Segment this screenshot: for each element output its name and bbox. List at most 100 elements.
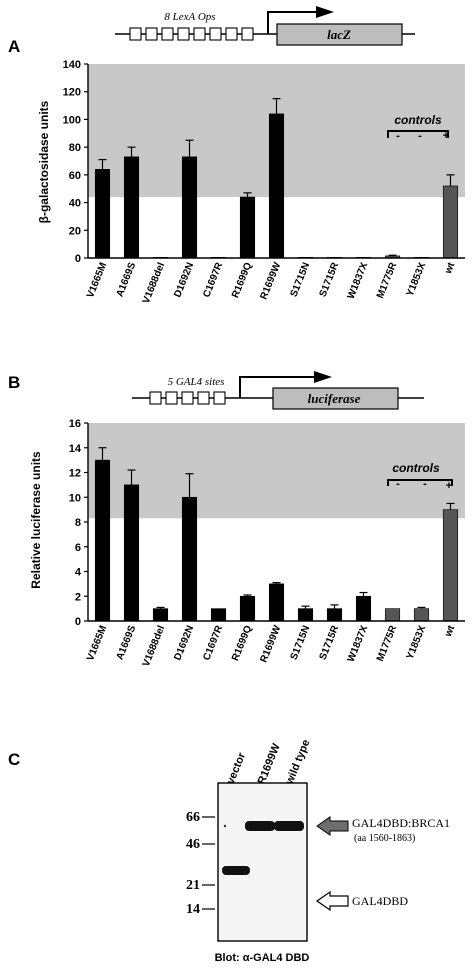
bar-b-s1715r (326, 608, 343, 622)
band-r1699w (245, 821, 275, 831)
operator-label-b: 5 GAL4 sites (168, 376, 225, 388)
bar-a-a1669s (123, 156, 140, 259)
y-axis-label-a: β-galactosidase units (37, 100, 51, 223)
x-tick-label-b-9: W1837X (346, 624, 371, 664)
construct-diagram-a: lacZ 8 LexA Ops (115, 6, 415, 46)
x-tick-label-b-11: Y1853X (405, 624, 429, 661)
bar-a-r1699q (239, 196, 256, 259)
x-tick-label-b-4: C1697R (201, 623, 225, 662)
blot-caption: Blot: α-GAL4 DBD (215, 952, 310, 964)
bar-b-a1669s (123, 484, 140, 622)
reporter-gene-box-a (276, 23, 403, 46)
x-tick-label-b-5: R1699Q (230, 624, 254, 663)
mw-marker-14: 14 (186, 902, 200, 917)
lexa-operator-box-4 (177, 27, 190, 41)
y-tick-label-a-0: 0 (75, 253, 81, 265)
lexa-operator-box-7 (225, 27, 238, 41)
band-label-fusion: GAL4DBD:BRCA1 (352, 816, 450, 830)
controls-annotation-b: controls - - + (387, 461, 453, 492)
x-tick-label-a-9: W1837X (346, 261, 371, 301)
controls-label-a: controls (394, 113, 442, 127)
panel-letter-a: A (8, 37, 20, 56)
x-tick-label-a-2: V1688del (141, 261, 168, 306)
bar-b-c1697r (210, 608, 227, 622)
promoter-arrow-a (267, 11, 318, 34)
control-sign-b-3: + (446, 480, 452, 492)
lexa-operator-box-3 (161, 27, 174, 41)
x-tick-label-b-10: M1775R (375, 623, 400, 663)
x-tick-label-b-2: V1688del (141, 624, 168, 669)
y-tick-label-a-2: 40 (69, 198, 81, 210)
bar-b-wt (442, 509, 459, 622)
y-tick-label-a-1: 20 (69, 225, 81, 237)
y-tick-label-a-7: 140 (63, 59, 81, 71)
y-tick-label-b-2: 4 (75, 567, 82, 579)
bar-b-y1853x (413, 608, 430, 622)
lexa-operator-box-8 (241, 27, 254, 41)
x-tick-label-a-5: R1699Q (230, 261, 254, 300)
x-tick-label-b-3: D1692N (172, 624, 196, 662)
bar-b-w1837x (355, 595, 372, 622)
arrow-fusion-band (316, 816, 349, 836)
x-tick-label-a-8: S1715R (318, 260, 342, 298)
y-tick-label-b-4: 8 (75, 517, 81, 529)
lexa-operator-box-6 (209, 27, 222, 41)
band-gal4dbd (222, 866, 250, 875)
x-tick-label-b-7: S1715N (289, 624, 313, 662)
x-tick-label-a-12: wt (443, 260, 458, 276)
y-tick-label-b-0: 0 (75, 616, 81, 628)
bar-b-m1775r (384, 608, 401, 622)
controls-label-b: controls (392, 461, 440, 475)
blot-membrane (217, 782, 308, 942)
control-sign-b-1: - (396, 478, 400, 490)
bar-chart-a: 0 20 40 60 80 100 120 140 V1665M A1669S V1688del D1… (63, 59, 465, 305)
reporter-gene-label-a: lacZ (327, 27, 351, 42)
mw-marker-21: 21 (186, 878, 200, 893)
control-sign-a-3: + (443, 130, 449, 142)
y-tick-label-b-1: 2 (75, 591, 81, 603)
bar-b-v1688del (152, 608, 169, 622)
panel-letter-b: B (8, 373, 20, 392)
x-tick-label-b-6: R1699W (259, 623, 284, 664)
gal4-site-box-1 (149, 391, 162, 405)
y-tick-label-a-3: 60 (69, 170, 81, 182)
lane-label-wild-type: wild type (283, 738, 312, 787)
x-tick-label-a-3: D1692N (172, 261, 196, 299)
promoter-arrow-b (239, 376, 316, 398)
x-tick-label-b-8: S1715R (318, 623, 342, 661)
mw-marker-46: 46 (186, 837, 200, 852)
reporter-gene-label-b: luciferase (308, 391, 361, 406)
y-tick-label-b-5: 10 (69, 492, 81, 504)
y-tick-label-a-5: 100 (63, 114, 81, 126)
y-tick-label-b-8: 16 (69, 418, 81, 430)
gal4-site-box-4 (197, 391, 210, 405)
bar-chart-b: 0 2 4 6 8 10 12 14 16 V1665M A1669S V1688del D1692N C… (69, 418, 465, 668)
x-tick-label-a-0: V1665M (85, 261, 109, 300)
y-tick-label-b-6: 12 (69, 468, 81, 480)
x-tick-label-b-12: wt (443, 623, 458, 639)
bar-a-wt (442, 185, 459, 259)
bar-a-r1699w (268, 113, 285, 259)
lexa-operator-box-1 (129, 27, 142, 41)
arrow-gal4dbd-band (315, 890, 349, 912)
lane-label-vector: vector (225, 750, 249, 786)
x-tick-label-b-1: A1669S (115, 624, 139, 662)
gal4-site-box-3 (181, 391, 194, 405)
x-tick-label-a-7: S1715N (289, 261, 313, 299)
reporter-gene-box-b (272, 387, 399, 410)
control-sign-a-1: - (396, 130, 400, 142)
lexa-operator-box-5 (193, 27, 206, 41)
control-sign-b-2: - (423, 478, 427, 490)
controls-annotation-a: controls - - + (387, 113, 449, 142)
y-tick-label-b-7: 14 (69, 443, 82, 455)
y-axis-label-b: Relative luciferase units (29, 451, 43, 589)
panel-letter-c: C (8, 750, 20, 769)
bar-a-d1692n (181, 156, 198, 259)
gal4-site-box-2 (165, 391, 178, 405)
bar-b-r1699w (268, 583, 285, 622)
bar-b-v1665m (94, 459, 111, 622)
bar-b-s1715n (297, 608, 314, 622)
y-tick-label-b-3: 6 (75, 542, 81, 554)
activity-range-shading-b (88, 423, 465, 519)
